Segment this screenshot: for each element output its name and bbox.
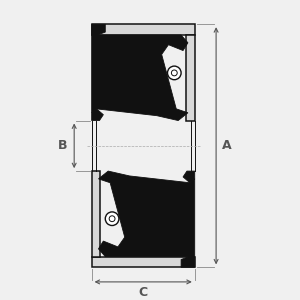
Polygon shape [92, 256, 195, 267]
Polygon shape [92, 24, 105, 35]
Text: C: C [139, 286, 148, 299]
Circle shape [171, 70, 177, 76]
Polygon shape [92, 24, 195, 35]
Polygon shape [92, 171, 100, 256]
Polygon shape [98, 171, 195, 256]
Text: B: B [58, 139, 68, 152]
Circle shape [167, 66, 181, 80]
Polygon shape [92, 109, 103, 121]
Polygon shape [183, 171, 195, 183]
Circle shape [105, 212, 119, 226]
Circle shape [109, 216, 115, 222]
Polygon shape [186, 35, 195, 121]
Polygon shape [92, 35, 188, 121]
Text: A: A [222, 139, 232, 152]
Polygon shape [181, 256, 195, 267]
